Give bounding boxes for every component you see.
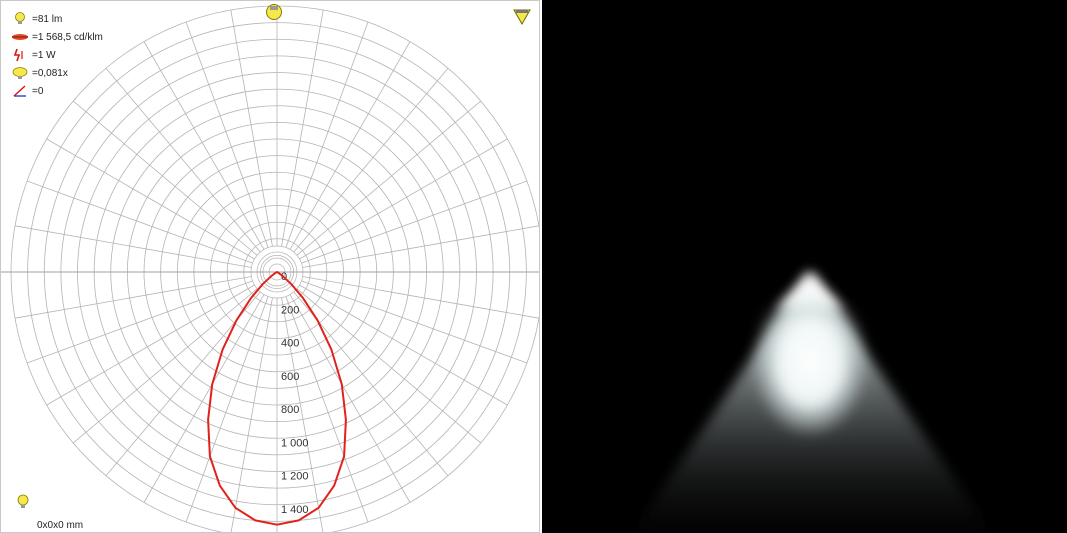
polar-grid: [1, 5, 539, 532]
grid-spoke: [143, 41, 265, 250]
radial-tick-label: 600: [281, 371, 299, 383]
grid-spoke: [14, 225, 252, 268]
grid-spoke: [26, 280, 253, 364]
downlight-icon: [513, 9, 531, 25]
grid-spoke: [302, 225, 539, 268]
grid-spoke: [185, 21, 269, 248]
grid-spoke: [299, 284, 508, 406]
dimensions-label: 0x0x0 mm: [37, 520, 84, 531]
luminaire-icon: [12, 34, 28, 40]
grid-circle: [10, 5, 539, 532]
grid-spoke: [72, 100, 258, 256]
legend-power: =1 W: [11, 47, 56, 63]
lightbulb-icon: [15, 12, 25, 24]
grid-spoke: [285, 21, 369, 248]
legend-count: =0,081x: [11, 65, 68, 81]
radial-tick-label: 200: [281, 304, 299, 316]
legend-power-value: =1 W: [32, 49, 56, 61]
grid-spoke: [46, 284, 255, 406]
grid-spoke: [143, 294, 265, 503]
angle-icon: [13, 85, 26, 97]
bulb-top-icon: [266, 4, 282, 20]
grid-spoke: [301, 180, 528, 264]
grid-spoke: [72, 288, 258, 444]
light-render-panel: [542, 0, 1067, 533]
grid-spoke: [26, 180, 253, 264]
legend-count-value: =0,081x: [32, 67, 68, 79]
grid-spoke: [289, 294, 411, 503]
grid-spoke: [185, 296, 269, 523]
light-cone-render: [632, 272, 992, 533]
grid-spoke: [293, 67, 449, 253]
legend-ratio: =1 568,5 cd/klm: [11, 29, 103, 45]
legend-angle: =0: [11, 83, 43, 99]
grid-spoke: [296, 100, 482, 256]
radial-tick-label: 800: [281, 404, 299, 416]
grid-spoke: [230, 9, 273, 247]
legend-angle-value: =0: [32, 85, 44, 97]
grid-spoke: [302, 276, 539, 319]
intensity-curve-group: [207, 271, 347, 526]
lamp-icon: [12, 67, 28, 79]
grid-spoke: [301, 280, 528, 364]
radial-tick-label: 1 400: [281, 504, 309, 516]
intensity-curve: [207, 271, 347, 526]
polar-diagram-panel: 0 200 400 600 800 1 000 1 200 1 400 =81 lm =1 5…: [0, 0, 540, 533]
hot-spot: [752, 287, 868, 437]
grid-spoke: [281, 297, 324, 532]
grid-spoke: [285, 296, 369, 523]
grid-spoke: [230, 297, 273, 532]
radial-tick-label: 400: [281, 338, 299, 350]
grid-spoke: [281, 9, 324, 247]
legend-ratio-value: =1 568,5 cd/klm: [32, 31, 103, 43]
radial-tick-label: 1 200: [281, 471, 309, 483]
grid-spoke: [296, 288, 482, 444]
grid-spoke: [14, 276, 252, 319]
grid-spoke: [299, 138, 508, 260]
lightning-icon: [13, 48, 23, 62]
legend-flux-value: =81 lm: [32, 13, 63, 25]
grid-spoke: [289, 41, 411, 250]
grid-spoke: [105, 67, 261, 253]
radial-tick-label: 1 000: [281, 437, 309, 449]
legend-flux: =81 lm: [11, 11, 62, 27]
grid-spoke: [46, 138, 255, 260]
small-bulb-icon: [17, 494, 29, 508]
